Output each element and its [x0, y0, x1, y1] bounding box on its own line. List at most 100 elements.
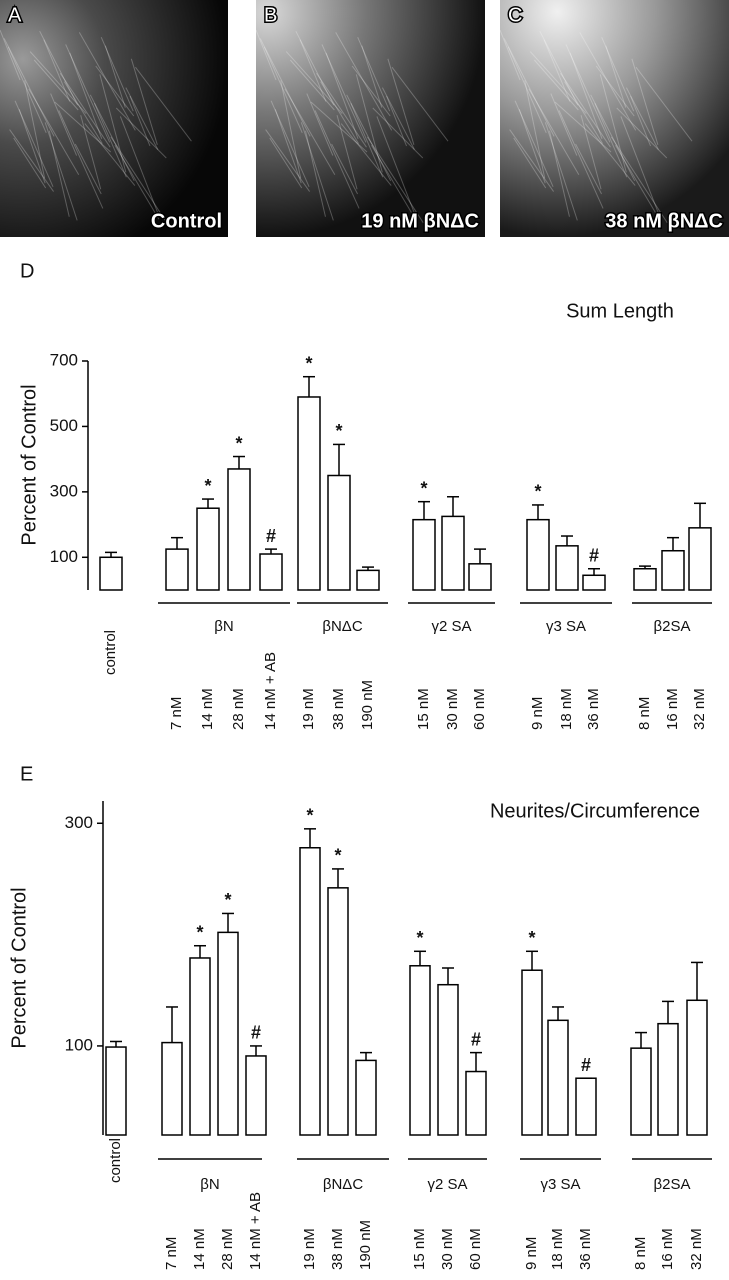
bar	[661, 549, 685, 591]
group-label: γ3 SA	[540, 1176, 580, 1193]
neurite	[18, 109, 46, 184]
neurite	[357, 37, 391, 112]
x-tick-label: 36 nM	[585, 688, 602, 730]
neurite	[59, 72, 111, 148]
neurite	[95, 65, 135, 117]
neurite	[314, 110, 360, 209]
x-tick-label: 9 nM	[523, 1237, 540, 1270]
bar	[468, 563, 492, 591]
neurite	[299, 39, 327, 102]
neurite	[503, 38, 555, 137]
significance-marker: *	[306, 806, 313, 826]
group-label: γ3 SA	[546, 618, 586, 635]
panel-letter: B	[264, 4, 277, 26]
group-label: βNΔC	[323, 1176, 363, 1193]
x-tick-label: control	[102, 630, 119, 675]
neurite	[28, 88, 80, 176]
x-tick-label: 7 nM	[163, 1237, 180, 1270]
neurite	[614, 144, 660, 220]
neurite	[310, 101, 368, 153]
x-tick-label: 14 nM	[191, 1228, 208, 1270]
neurite	[284, 88, 336, 176]
significance-marker: *	[305, 353, 312, 373]
bar	[196, 507, 220, 591]
x-tick-label: 16 nM	[664, 688, 681, 730]
x-tick-label: 14 nM + AB	[247, 1192, 264, 1270]
neurite	[24, 80, 46, 179]
neurite	[631, 58, 659, 145]
neurite	[579, 32, 637, 131]
neurite	[381, 87, 415, 150]
x-tick-label: 32 nM	[691, 688, 708, 730]
neurite	[130, 58, 158, 145]
neurite	[620, 116, 660, 215]
neurite	[274, 109, 302, 184]
group-label: βN	[214, 618, 233, 635]
neurite	[306, 93, 334, 156]
neurite	[33, 59, 79, 111]
significance-marker: *	[334, 846, 341, 866]
neurite	[630, 95, 651, 147]
neurite	[289, 59, 335, 111]
neurite	[114, 144, 160, 220]
significance-marker: *	[335, 421, 342, 441]
neurite	[366, 136, 424, 224]
bar	[412, 518, 436, 591]
neurite	[528, 88, 580, 176]
x-tick-label: 15 nM	[415, 688, 432, 730]
significance-marker: #	[589, 545, 599, 565]
neurite	[560, 72, 611, 148]
neurite	[54, 101, 112, 153]
neurite	[590, 94, 636, 182]
group-label: γ2 SA	[431, 618, 471, 635]
neurite	[565, 44, 611, 143]
neurite	[635, 66, 693, 142]
group-label: γ2 SA	[427, 1176, 467, 1193]
bar	[165, 548, 189, 591]
neurite	[524, 80, 546, 179]
neurite	[48, 130, 70, 217]
neurite	[9, 129, 54, 192]
neurite	[569, 52, 603, 139]
image-panel: C 38 nM βNΔC	[499, 0, 729, 237]
neurite	[74, 143, 102, 195]
bar	[633, 567, 657, 591]
bar	[630, 1047, 652, 1136]
x-tick-label: 19 nM	[301, 1228, 318, 1270]
x-tick-label: 8 nM	[632, 1237, 649, 1270]
neurite	[580, 115, 602, 190]
significance-marker: #	[581, 1055, 591, 1075]
bar	[437, 983, 459, 1136]
bar	[555, 545, 579, 591]
neurite	[80, 115, 102, 190]
neurite	[372, 107, 424, 159]
y-axis-label: Percent of Control	[8, 887, 30, 1048]
micrograph	[500, 0, 729, 237]
bar	[189, 957, 211, 1136]
neurite	[263, 46, 303, 134]
significance-marker: *	[224, 890, 231, 910]
neurite	[550, 93, 578, 156]
x-tick-label: 38 nM	[329, 1228, 346, 1270]
bar	[582, 574, 606, 591]
y-tick-label: 700	[50, 350, 78, 369]
neurite	[610, 136, 668, 224]
x-tick-label: 8 nM	[636, 697, 653, 730]
bar	[245, 1055, 267, 1136]
neurite	[351, 65, 391, 117]
significance-marker: *	[204, 476, 211, 496]
significance-marker: *	[420, 478, 427, 498]
neurite	[135, 66, 192, 142]
neurite	[564, 81, 604, 144]
neurite	[529, 51, 587, 114]
neurite	[325, 52, 359, 139]
neurite	[110, 136, 168, 224]
bar	[465, 1070, 487, 1136]
x-tick-label: 16 nM	[659, 1228, 676, 1270]
bar	[299, 847, 321, 1136]
image-panel: A Control	[0, 0, 228, 237]
y-tick-label: 100	[65, 1035, 93, 1054]
neurite	[616, 107, 668, 159]
neurite	[255, 29, 277, 81]
bar	[409, 965, 431, 1136]
